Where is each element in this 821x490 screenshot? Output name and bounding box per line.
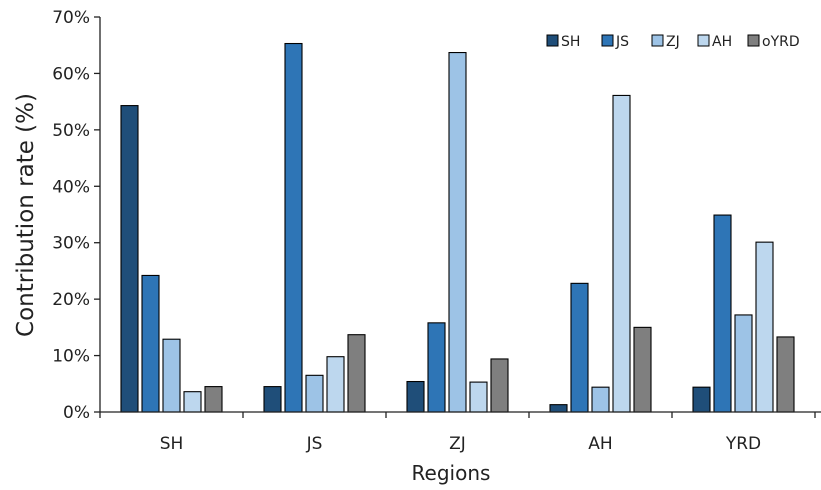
bar-ah-ah: [612, 94, 631, 413]
legend-label-ah: AH: [712, 34, 732, 50]
legend-swatch-ah: [697, 34, 710, 47]
bar-zj-sh: [162, 338, 181, 413]
axes: [99, 17, 821, 413]
y-tick-label: 20%: [52, 290, 90, 310]
bar-sh-ah: [549, 404, 568, 413]
bar-js-sh: [141, 274, 160, 413]
bar-sh-js: [263, 386, 282, 413]
bar-sh-sh: [120, 105, 139, 413]
bar-oyrd-ah: [633, 326, 652, 413]
bar-oyrd-yrd: [776, 336, 795, 413]
bar-sh-yrd: [692, 386, 711, 413]
bar-zj-ah: [591, 386, 610, 413]
bar-ah-zj: [469, 381, 488, 413]
legend-label-js: JS: [615, 34, 629, 50]
bar-ah-sh: [183, 391, 202, 413]
y-tick-label: 60%: [52, 64, 90, 84]
x-tick-label-zj: ZJ: [449, 434, 466, 454]
bar-oyrd-sh: [204, 386, 223, 413]
x-tick-label-ah: AH: [588, 434, 612, 454]
bar-ah-yrd: [755, 241, 774, 413]
legend-swatch-zj: [651, 34, 664, 47]
x-tick-label-sh: SH: [160, 434, 184, 454]
legend-swatch-js: [601, 34, 614, 47]
bar-oyrd-js: [347, 334, 366, 413]
x-axis-ticks: SH JS ZJ AH YRD: [99, 412, 816, 454]
bar-js-ah: [570, 282, 589, 413]
bar-ah-js: [326, 356, 345, 413]
bar-js-zj: [427, 322, 446, 413]
y-tick-label: 30%: [52, 234, 90, 254]
bar-oyrd-zj: [490, 358, 509, 413]
y-axis-ticks: 0% 10% 20% 30% 40% 50% 60% 70%: [52, 8, 100, 423]
bar-js-js: [284, 42, 303, 413]
legend-label-sh: SH: [561, 34, 580, 50]
legend-label-zj: ZJ: [666, 34, 680, 50]
legend-swatch-sh: [546, 34, 559, 47]
y-tick-label: 40%: [52, 177, 90, 197]
bar-sh-zj: [406, 380, 425, 413]
y-tick-label: 70%: [52, 8, 90, 28]
bar-zj-yrd: [734, 314, 753, 413]
y-tick-label: 0%: [63, 403, 90, 423]
legend: SH JS ZJ AH oYRD: [546, 34, 800, 50]
legend-label-oyrd: oYRD: [762, 34, 800, 50]
bars: [120, 42, 795, 413]
bar-js-yrd: [713, 214, 732, 413]
y-tick-label: 50%: [52, 121, 90, 141]
legend-swatch-oyrd: [747, 34, 760, 47]
x-axis-title: Regions: [412, 461, 491, 485]
x-tick-label-js: JS: [306, 434, 323, 454]
y-tick-label: 10%: [52, 347, 90, 367]
bar-zj-zj: [448, 51, 467, 413]
y-axis-title: Contribution rate (%): [13, 93, 39, 337]
x-tick-label-yrd: YRD: [725, 434, 761, 454]
bar-zj-js: [305, 374, 324, 413]
